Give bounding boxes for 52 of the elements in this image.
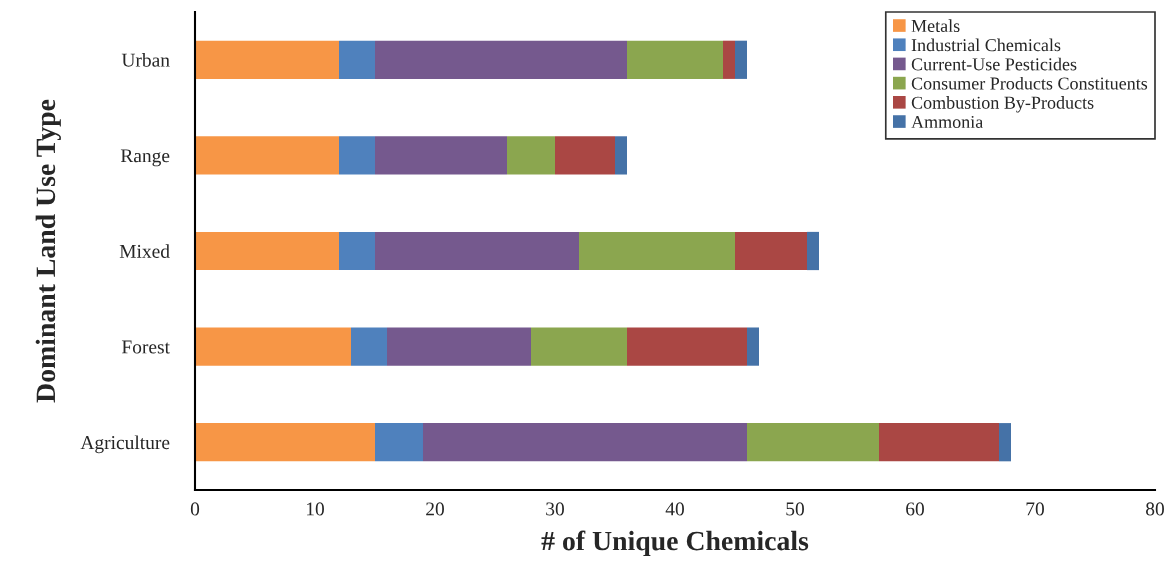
bar bbox=[579, 231, 735, 271]
x-tick-label: 0 bbox=[190, 502, 200, 516]
bar bbox=[807, 231, 819, 271]
bar bbox=[375, 423, 423, 462]
legend-label: Metals bbox=[911, 19, 960, 33]
bar bbox=[555, 136, 615, 175]
x-tick-label: 30 bbox=[546, 502, 564, 516]
bar bbox=[627, 40, 723, 79]
x-tick-label: 50 bbox=[786, 502, 804, 516]
bar bbox=[195, 423, 375, 462]
x-tick-label: 80 bbox=[1146, 502, 1164, 516]
y-tick-label: Agriculture bbox=[80, 435, 170, 454]
bar bbox=[627, 327, 747, 366]
bar bbox=[747, 327, 759, 366]
y-tick-label: Mixed bbox=[119, 244, 170, 258]
legend-label: Industrial Chemicals bbox=[911, 38, 1061, 52]
x-tick-label: 70 bbox=[1026, 502, 1044, 516]
legend-label: Ammonia bbox=[911, 115, 984, 129]
bar bbox=[507, 136, 555, 175]
bar bbox=[375, 136, 507, 175]
legend-label: Consumer Products Constituents bbox=[911, 76, 1148, 90]
bar bbox=[375, 231, 579, 271]
bar bbox=[999, 423, 1011, 462]
bar bbox=[879, 423, 999, 462]
bar bbox=[195, 231, 339, 271]
y-axis-title: Dominant Land Use Type bbox=[35, 99, 61, 403]
bar bbox=[375, 40, 627, 79]
bar bbox=[195, 327, 351, 366]
x-axis-title: # of Unique Chemicals bbox=[541, 530, 809, 557]
x-tick-label: 60 bbox=[906, 502, 924, 516]
legend-label: Combustion By-Products bbox=[911, 96, 1094, 113]
bar bbox=[339, 136, 375, 175]
bar bbox=[339, 231, 375, 271]
bar bbox=[423, 423, 747, 462]
y-tick-label: Urban bbox=[121, 53, 170, 67]
bar bbox=[735, 231, 807, 271]
bar bbox=[195, 40, 339, 79]
x-tick-label: 40 bbox=[665, 502, 684, 516]
bar bbox=[747, 423, 879, 462]
bar bbox=[351, 327, 387, 366]
bar bbox=[531, 327, 627, 366]
x-tick-label: 10 bbox=[306, 502, 324, 516]
x-tick-label: 20 bbox=[426, 502, 444, 516]
bar bbox=[195, 136, 339, 175]
bar bbox=[615, 136, 627, 175]
legend-label: Current-Use Pesticides bbox=[911, 57, 1077, 71]
bar bbox=[339, 40, 375, 79]
bar bbox=[723, 40, 735, 79]
y-tick-label: Forest bbox=[121, 340, 170, 354]
bar bbox=[387, 327, 531, 366]
y-tick-label: Range bbox=[120, 149, 170, 167]
bar bbox=[735, 40, 747, 79]
